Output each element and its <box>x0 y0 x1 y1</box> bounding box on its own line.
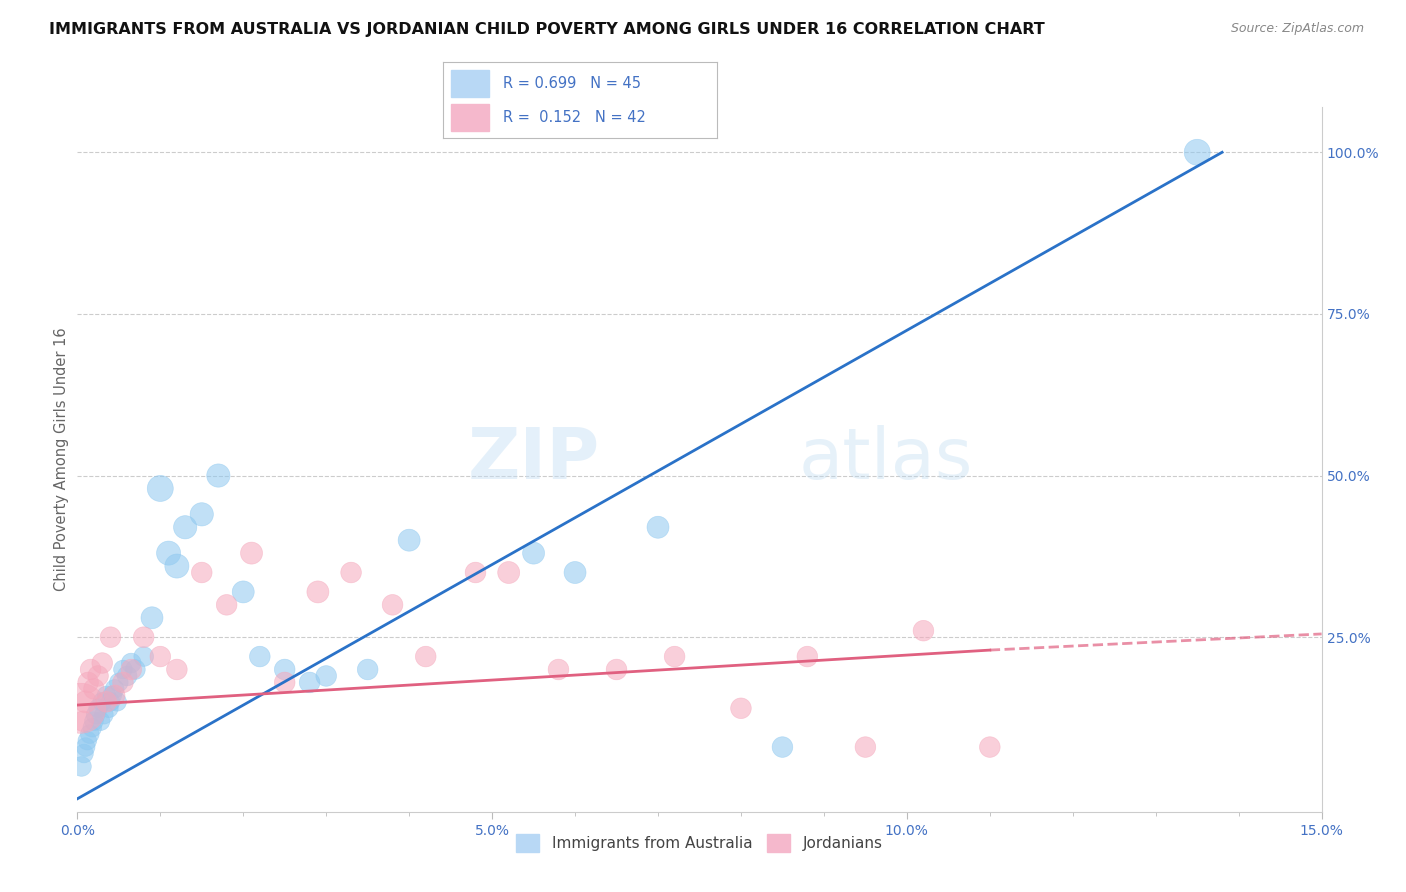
Point <box>79 727 101 741</box>
Point <box>415 649 437 664</box>
Point <box>664 649 686 664</box>
Point <box>124 663 146 677</box>
Text: ZIP: ZIP <box>468 425 600 494</box>
Point <box>107 675 129 690</box>
Point <box>547 663 569 677</box>
Text: R =  0.152   N = 42: R = 0.152 N = 42 <box>503 110 647 125</box>
Point <box>730 701 752 715</box>
Point <box>87 669 110 683</box>
Point <box>298 675 321 690</box>
Point <box>232 585 254 599</box>
Point <box>149 649 172 664</box>
Bar <box>451 70 489 96</box>
Point <box>101 689 124 703</box>
Point <box>93 707 115 722</box>
Point <box>132 649 155 664</box>
Point <box>307 585 329 599</box>
Text: atlas: atlas <box>799 425 973 494</box>
Point <box>120 656 142 670</box>
Point <box>157 546 180 560</box>
Point <box>87 701 110 715</box>
Point <box>249 649 271 664</box>
Point <box>75 740 97 755</box>
Point <box>75 695 97 709</box>
Point <box>564 566 586 580</box>
Point <box>796 649 818 664</box>
Text: IMMIGRANTS FROM AUSTRALIA VS JORDANIAN CHILD POVERTY AMONG GIRLS UNDER 16 CORREL: IMMIGRANTS FROM AUSTRALIA VS JORDANIAN C… <box>49 22 1045 37</box>
Point <box>70 759 93 773</box>
Text: R = 0.699   N = 45: R = 0.699 N = 45 <box>503 76 641 91</box>
Y-axis label: Child Poverty Among Girls Under 16: Child Poverty Among Girls Under 16 <box>53 327 69 591</box>
Point <box>381 598 404 612</box>
Point <box>91 695 114 709</box>
Point <box>207 468 229 483</box>
Point <box>91 656 114 670</box>
Point <box>100 695 122 709</box>
Legend: Immigrants from Australia, Jordanians: Immigrants from Australia, Jordanians <box>512 830 887 857</box>
Point <box>215 598 238 612</box>
Point <box>76 733 98 747</box>
Point <box>190 508 214 522</box>
Point <box>398 533 420 548</box>
Point <box>104 689 127 703</box>
Point <box>104 681 127 696</box>
Point <box>315 669 337 683</box>
Point <box>73 747 96 761</box>
Point <box>84 707 107 722</box>
Point <box>1185 145 1208 160</box>
Point <box>72 714 94 729</box>
Point <box>190 566 214 580</box>
Point <box>498 566 520 580</box>
Point <box>979 740 1001 755</box>
Point <box>464 566 486 580</box>
Point <box>141 611 163 625</box>
Point <box>79 663 101 677</box>
Point <box>273 663 295 677</box>
Point <box>97 701 120 715</box>
Point <box>96 689 118 703</box>
Point <box>100 630 122 644</box>
Point <box>69 701 91 715</box>
Point <box>770 740 793 755</box>
Point <box>120 663 142 677</box>
Point <box>83 681 105 696</box>
Point <box>855 740 877 755</box>
Point <box>523 546 546 560</box>
Point <box>111 675 134 690</box>
Point <box>82 721 104 735</box>
Point <box>240 546 263 560</box>
Point <box>96 695 118 709</box>
Point <box>605 663 627 677</box>
Point <box>912 624 935 638</box>
Point <box>105 695 128 709</box>
Point <box>174 520 197 534</box>
Bar <box>451 104 489 130</box>
Point <box>166 559 188 574</box>
Point <box>115 669 138 683</box>
Point <box>149 482 172 496</box>
Point <box>166 663 188 677</box>
Point <box>340 566 363 580</box>
Point <box>83 714 105 729</box>
Point <box>273 675 295 690</box>
Point <box>90 714 112 729</box>
Point <box>132 630 155 644</box>
Text: Source: ZipAtlas.com: Source: ZipAtlas.com <box>1230 22 1364 36</box>
Point <box>647 520 669 534</box>
Point <box>77 675 100 690</box>
Point <box>111 663 134 677</box>
Point <box>357 663 380 677</box>
